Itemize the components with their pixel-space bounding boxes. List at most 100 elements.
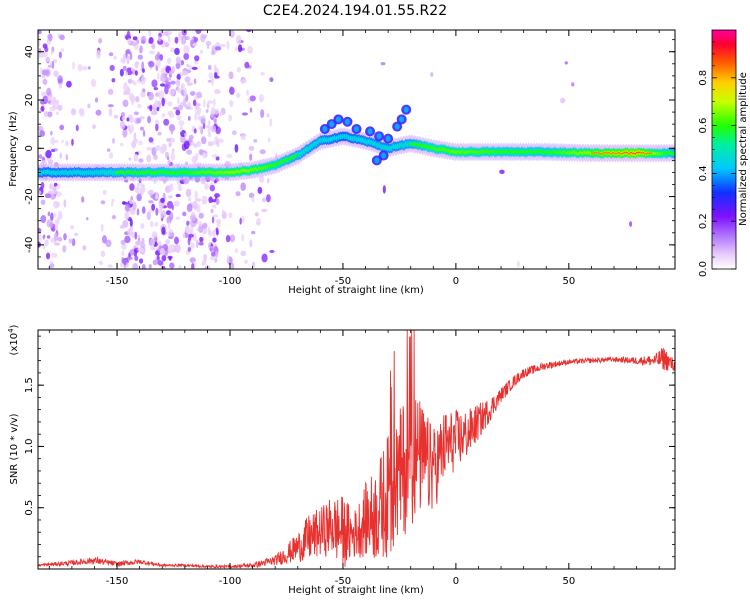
spectrogram-speckle: [52, 139, 59, 143]
spectrogram-speckle: [165, 81, 171, 90]
x-tick-label: -100: [219, 276, 242, 287]
spectrogram-speckle: [215, 198, 220, 205]
spectrogram-speckle: [228, 71, 234, 80]
spectrogram-speckle: [108, 108, 113, 117]
spectrogram-speckle: [81, 65, 88, 71]
spectrogram-speckle: [148, 30, 152, 37]
spectrogram-speckle: [208, 230, 212, 237]
spectrogram-speckle: [156, 106, 160, 112]
spectrogram-speckle: [123, 90, 128, 96]
spectrogram-speckle: [71, 238, 76, 247]
spectrogram-speckle: [167, 221, 171, 230]
spectrogram-speckle: [191, 263, 195, 269]
spectrogram-speckle: [208, 72, 214, 80]
spectrogram-speckle: [128, 157, 132, 161]
spectrogram-speckle: [209, 184, 215, 192]
spectrogram-speckle: [140, 223, 145, 229]
spectrogram-speckle: [382, 185, 386, 194]
spectrogram-speckle: [166, 57, 172, 65]
spectrogram-speckle: [150, 246, 156, 251]
spectrogram-speckle: [131, 98, 134, 106]
spectrogram-speckle: [160, 210, 164, 219]
spectrogram-speckle: [44, 111, 49, 118]
y-tick-label: 20: [24, 94, 35, 107]
spectrogram-speckle: [187, 115, 191, 121]
spectrogram-speckle: [146, 211, 151, 221]
spectrogram-speckle: [120, 239, 126, 245]
spectrogram-speckle: [257, 186, 263, 194]
spectrogram-speckle: [171, 204, 175, 211]
spectrogram-speckle: [39, 100, 46, 105]
spectrogram-speckle: [219, 111, 223, 117]
spectrogram-speckle: [110, 201, 114, 207]
spectrogram-speckle: [122, 129, 128, 138]
spectrogram-speckle: [234, 47, 238, 52]
spectrogram-speckle: [215, 227, 219, 233]
spectrogram-speckle: [129, 116, 134, 124]
spectrogram-speckle: [244, 61, 250, 69]
spectrogram-speckle: [168, 112, 175, 119]
spectrogram-speckle: [166, 137, 171, 142]
spectrogram-speckle: [160, 73, 167, 83]
spectrogram-speckle: [178, 31, 183, 41]
snr-y-scale-base: (x10: [9, 333, 20, 356]
spectrogram-speckle: [119, 68, 124, 77]
spectrogram-speckle: [235, 35, 242, 45]
spectrogram-speckle: [199, 49, 204, 55]
spectrogram-speckle: [55, 111, 59, 116]
spectrogram-speckle: [109, 64, 115, 72]
spectrogram-speckle: [155, 207, 159, 216]
spectrogram-speckle: [258, 175, 265, 183]
spectrogram-speckle: [136, 182, 140, 192]
spectrogram-speckle: [199, 236, 204, 243]
spectrogram-speckle: [148, 200, 154, 204]
spectrogram-speckle: [193, 143, 198, 148]
spectrogram-speckle: [218, 138, 224, 143]
spectrogram-speckle: [186, 203, 193, 213]
spectrogram-speckle: [133, 111, 139, 116]
spectrogram-speckle: [149, 138, 154, 142]
spectrogram-speckle: [69, 224, 75, 230]
spectrogram-speckle: [136, 234, 141, 239]
spectrogram-speckle: [571, 82, 575, 87]
spectrogram-speckle: [45, 149, 52, 159]
spectrogram-speckle: [136, 208, 140, 216]
colorbar-ticks: 0.0 0.2 0.4 0.6 0.8: [698, 41, 736, 277]
spectrogram-speckle: [212, 214, 219, 218]
spectrogram-speckle: [121, 116, 126, 121]
spectrogram-speckle: [188, 233, 194, 238]
spectrogram-branch-blob: [381, 152, 387, 159]
spectrogram-speckle: [38, 233, 42, 242]
spectrogram-speckle: [161, 97, 165, 107]
spectrogram-speckle: [71, 138, 74, 146]
spectrogram-speckle: [121, 250, 125, 256]
spectrogram-speckle: [122, 201, 128, 205]
spectrogram-speckle: [201, 227, 208, 235]
spectrogram-speckle: [105, 239, 112, 248]
spectrogram-speckle: [50, 148, 56, 153]
spectrogram-speckle: [48, 33, 53, 42]
spectrogram-speckle: [169, 70, 174, 75]
colorbar-label: Normalized spectral amplitude: [738, 72, 749, 226]
spectrogram-speckle: [119, 262, 124, 268]
spectrogram-speckle: [46, 235, 51, 239]
spectrogram-speckle: [215, 156, 220, 161]
spectrogram-speckle: [239, 217, 242, 225]
spectrogram-speckle: [129, 183, 135, 191]
spectrogram-speckle: [163, 31, 169, 37]
spectrogram-speckle: [141, 264, 146, 269]
spectrogram-speckle: [175, 62, 181, 70]
spectrogram-speckle: [129, 218, 133, 227]
spectrogram-speckle: [256, 218, 261, 226]
spectrogram-speckle: [180, 124, 183, 132]
spectrogram-speckle: [142, 130, 146, 137]
spectrogram-speckle: [517, 260, 520, 268]
spectrogram-speckle: [191, 155, 198, 164]
spectrogram-speckle: [216, 138, 220, 148]
spectrogram-speckle: [229, 234, 236, 243]
spectrogram-speckle: [155, 145, 161, 151]
spectrogram-speckle: [111, 78, 116, 83]
spectrogram-speckle: [210, 125, 217, 133]
spectrogram-speckle: [251, 230, 256, 235]
spectrogram-speckle: [131, 80, 135, 84]
